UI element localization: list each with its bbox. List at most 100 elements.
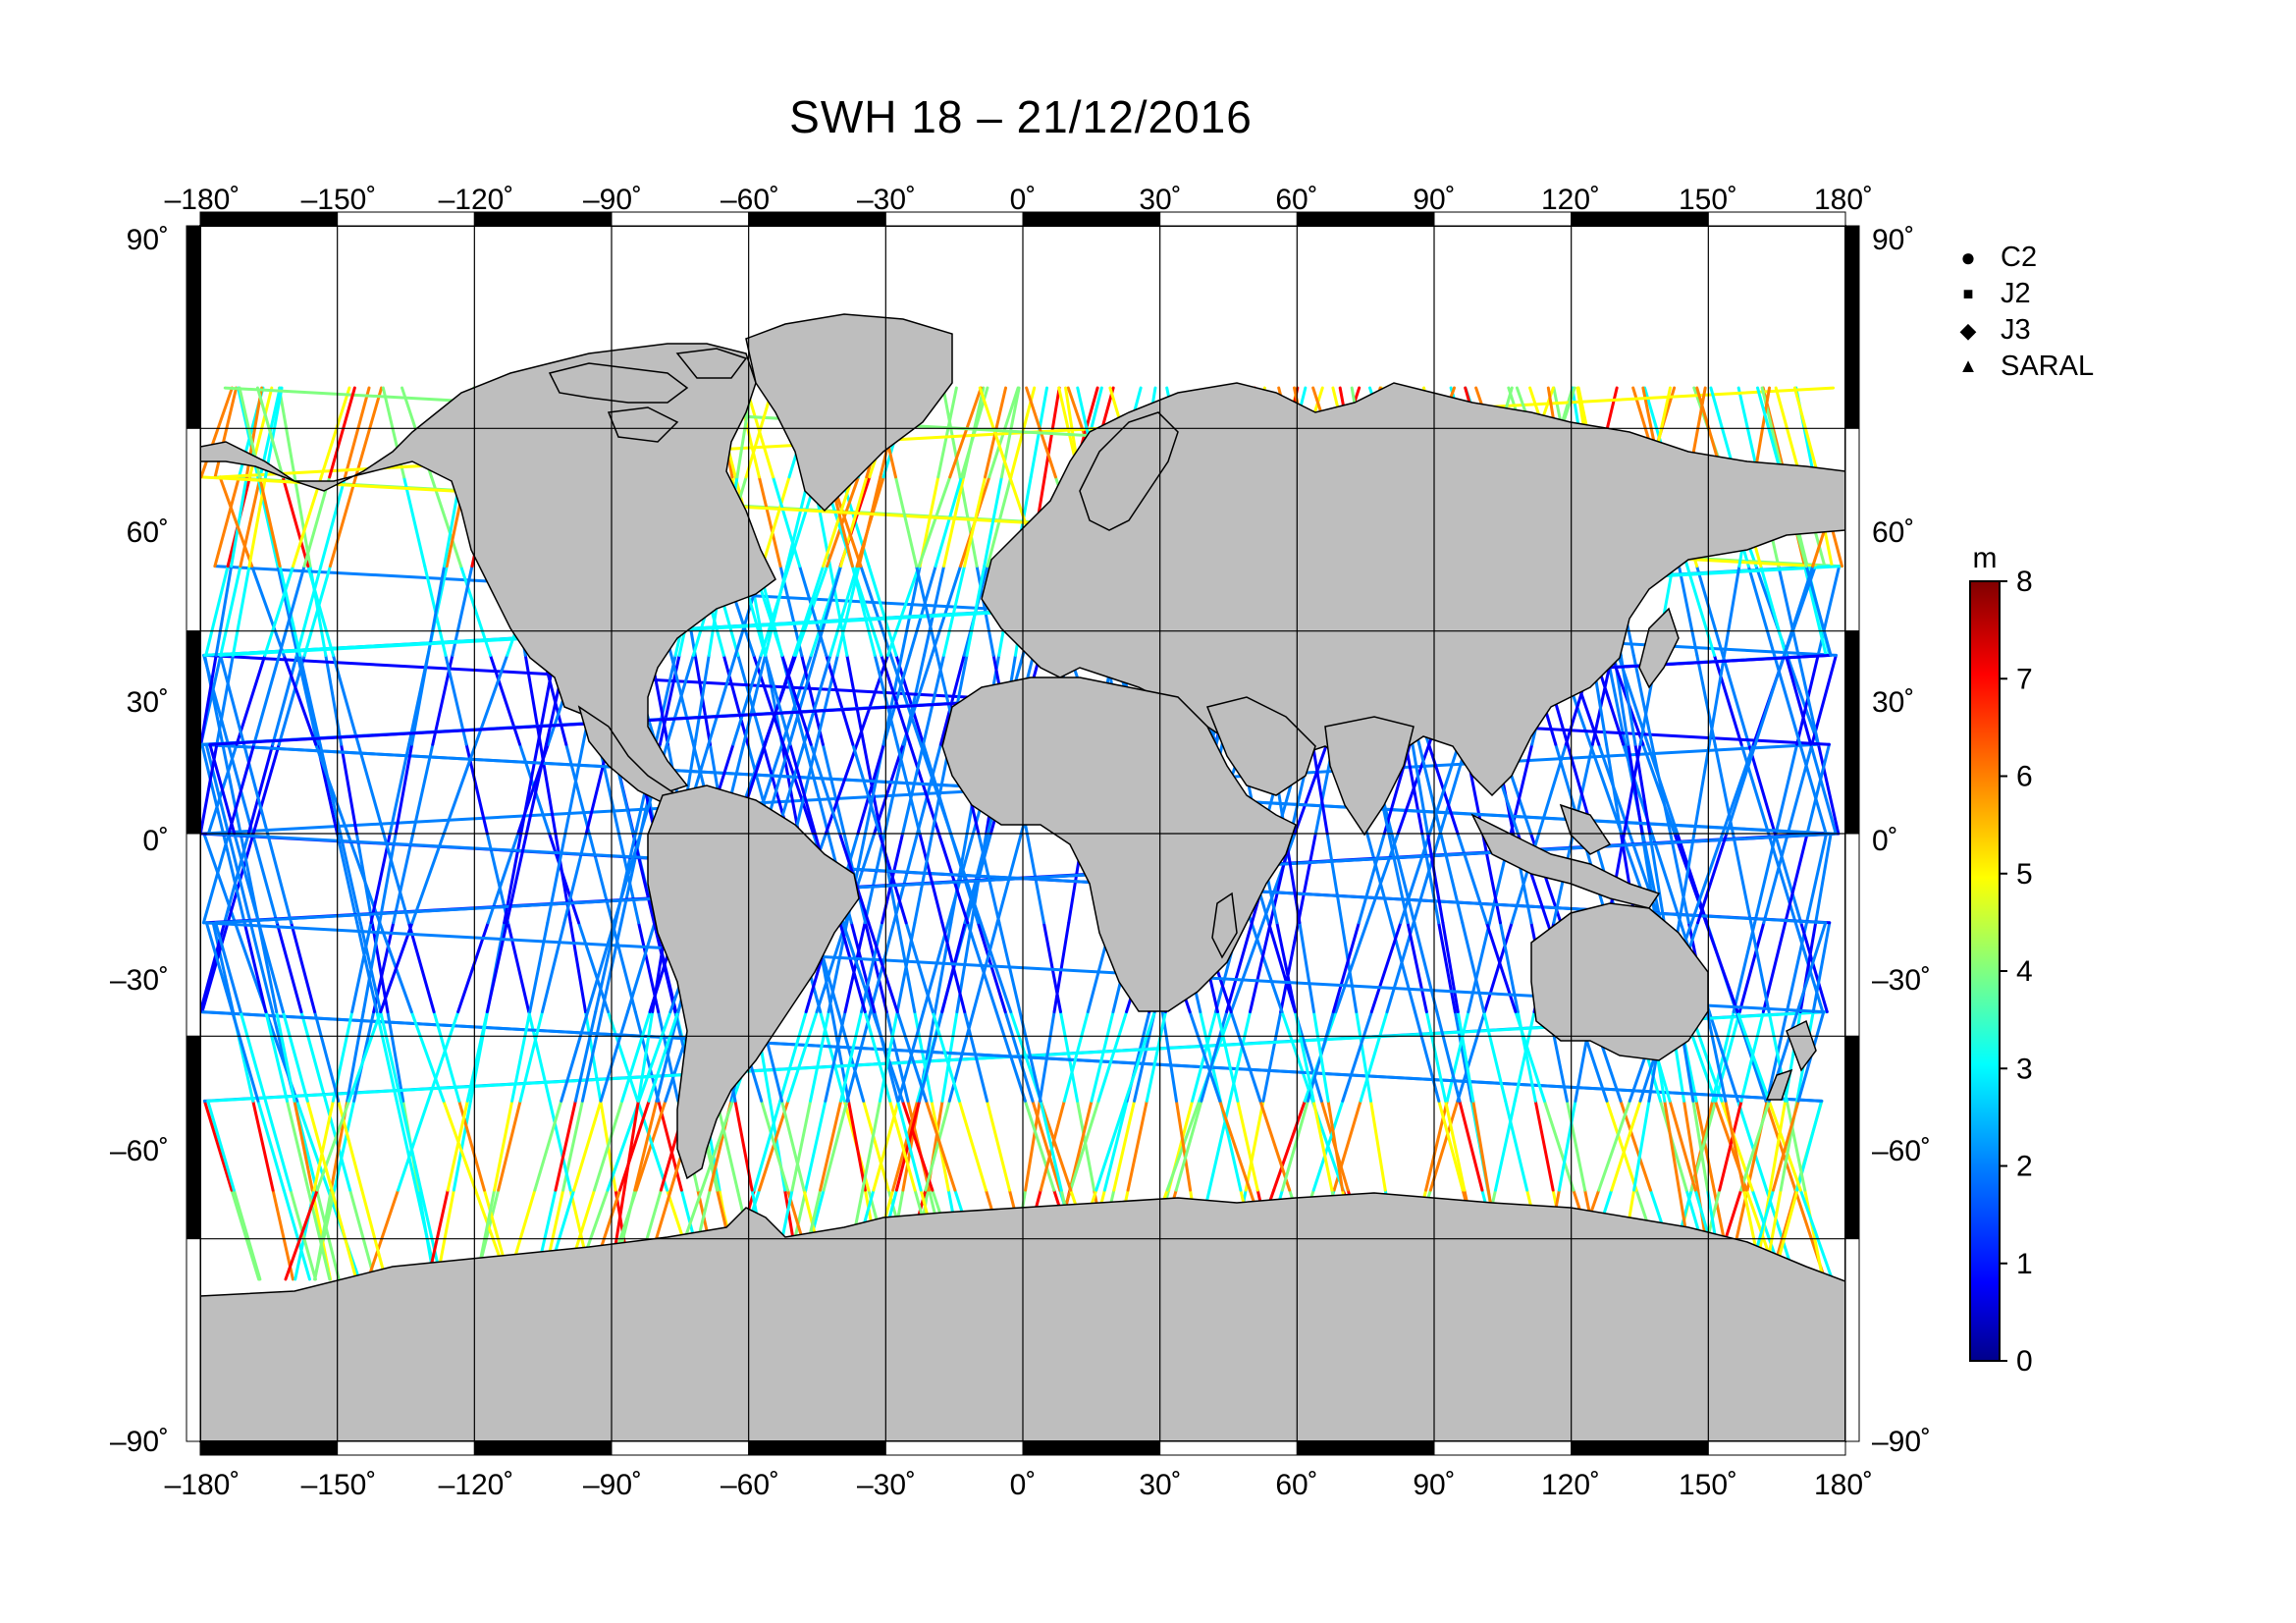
track-segment <box>278 565 302 657</box>
track-segment <box>901 742 926 836</box>
track-segment <box>1694 1099 1716 1192</box>
lon-label-bottom: 180˚ <box>1814 1469 1873 1501</box>
track-segment <box>214 832 1838 925</box>
track-segment <box>293 1099 314 1192</box>
track-segment <box>1796 653 1820 746</box>
track-segment <box>1737 921 1766 1014</box>
track-segment <box>1439 832 1465 925</box>
track-segment <box>1803 1188 1825 1281</box>
track-segment <box>1814 832 1833 925</box>
track-segment <box>568 921 588 1014</box>
track-segment <box>919 742 953 836</box>
track-segment <box>442 742 477 836</box>
track-segment <box>1341 1010 1373 1103</box>
track-segment <box>1359 1010 1389 1103</box>
track-segment <box>846 1099 867 1192</box>
track-segment <box>809 1010 830 1103</box>
legend-item-saral: ▲ SARAL <box>1953 351 2094 383</box>
land-africa <box>941 676 1297 1012</box>
track-segment <box>232 1188 262 1281</box>
track-segment <box>891 1099 920 1192</box>
track-segment <box>1095 1099 1128 1192</box>
track-segment <box>881 653 904 746</box>
track-segment <box>925 1099 957 1192</box>
frame-bar-right <box>1844 1035 1860 1240</box>
track-segment <box>1482 1010 1508 1103</box>
track-segment <box>442 1099 477 1192</box>
track-segment <box>1774 742 1799 836</box>
track-segment <box>580 1010 604 1103</box>
track-segment <box>348 1188 376 1281</box>
track-segment <box>1145 1010 1167 1103</box>
track-segment <box>239 475 262 568</box>
track-segment <box>915 565 939 657</box>
colorbar-tick-label: 0 <box>2016 1345 2033 1378</box>
track-segment <box>1437 921 1457 1014</box>
lon-label-bottom: 30˚ <box>1139 1469 1181 1501</box>
lon-label-bottom: 90˚ <box>1413 1469 1455 1501</box>
track-segment <box>940 1010 959 1103</box>
land-south-america <box>647 784 860 1180</box>
lat-label-right: 60˚ <box>1872 516 1914 549</box>
legend-label: C2 <box>2001 242 2038 273</box>
track-segment <box>828 565 859 657</box>
legend-item-c2: ● C2 <box>1953 242 2037 274</box>
track-segment <box>1805 742 1831 836</box>
track-segment <box>204 921 235 1014</box>
track-segment <box>1786 742 1814 836</box>
track-segment <box>1658 1099 1688 1192</box>
frame-bar-right <box>1844 427 1860 632</box>
track-segment <box>257 921 285 1014</box>
track-segment <box>633 1099 659 1192</box>
lat-label-left: 60˚ <box>127 516 169 549</box>
land-arctic-islands <box>548 348 748 443</box>
track-segment <box>1425 832 1445 925</box>
track-segment <box>1368 1099 1387 1192</box>
lon-label-top: 120˚ <box>1541 184 1600 216</box>
track-segment <box>251 1099 275 1192</box>
lon-label-top: 30˚ <box>1139 184 1181 216</box>
track-segment <box>825 653 855 746</box>
track-segment <box>218 475 254 568</box>
track-segment <box>878 1010 899 1103</box>
graticule <box>200 226 1845 1441</box>
legend-label: J2 <box>2001 278 2031 309</box>
track-segment <box>1311 1099 1334 1192</box>
track-segment <box>507 921 531 1014</box>
lon-label-top: 90˚ <box>1413 184 1455 216</box>
frame-bar-bottom <box>748 1440 886 1456</box>
track-segment <box>815 921 847 1014</box>
track-segment <box>315 1188 341 1281</box>
track-segment <box>786 1010 819 1103</box>
track-segment <box>942 565 967 657</box>
track-segment <box>1236 1099 1259 1192</box>
track-segment <box>1767 832 1797 925</box>
frame-bar-bottom <box>1707 1440 1846 1456</box>
track-segment <box>410 653 430 746</box>
track-segment <box>1218 1099 1252 1192</box>
track-segment <box>1809 742 1838 836</box>
track-segment <box>548 832 581 925</box>
track-segment <box>1786 653 1820 746</box>
track-segment <box>239 1010 268 1103</box>
track-segment <box>546 832 567 925</box>
track-segment <box>1782 565 1815 657</box>
track-segment <box>1261 832 1297 925</box>
lon-label-bottom: –150˚ <box>301 1469 377 1501</box>
track-segment <box>562 832 588 925</box>
track-segment <box>1735 1010 1771 1103</box>
track-segment <box>263 386 284 479</box>
frame-bar-right <box>1844 630 1860 835</box>
track-segment <box>275 1010 296 1103</box>
track-segment <box>1605 742 1623 836</box>
land-madagascar <box>1211 892 1238 959</box>
track-segment <box>780 1099 806 1192</box>
triangle-marker-icon: ▲ <box>1958 355 1978 377</box>
track-segment <box>1413 921 1439 1014</box>
track-segment <box>1294 1010 1315 1103</box>
track-segment <box>1023 1099 1056 1192</box>
track-segment <box>328 475 357 568</box>
track-segment <box>978 386 1012 479</box>
track-segment <box>966 921 998 1014</box>
lon-label-top: –150˚ <box>301 184 377 216</box>
